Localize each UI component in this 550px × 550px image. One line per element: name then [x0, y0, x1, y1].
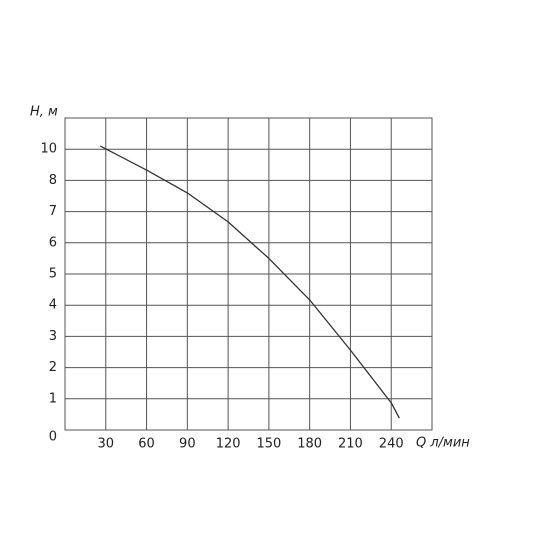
x-tick-label: 240: [379, 437, 404, 452]
y-tick-label: 10: [40, 142, 57, 157]
y-tick-label: 1: [49, 391, 57, 406]
x-tick-label: 180: [297, 437, 322, 452]
x-tick-label: 30: [98, 437, 115, 452]
y-tick-label: 4: [49, 298, 57, 313]
y-tick-label: 0: [49, 430, 57, 445]
y-tick-label: 5: [49, 267, 57, 282]
y-tick-label: 3: [49, 329, 57, 344]
x-tick-label: 90: [179, 437, 196, 452]
x-tick-label: 150: [256, 437, 281, 452]
y-tick-label: 8: [49, 173, 57, 188]
curve: [100, 145, 400, 419]
x-tick-label: 120: [216, 437, 241, 452]
x-tick-label: 60: [138, 437, 155, 452]
y-tick-label: 2: [49, 360, 57, 375]
y-axis-title: H, м: [30, 105, 58, 120]
x-tick-label: 210: [338, 437, 363, 452]
y-tick-label: 6: [49, 235, 57, 250]
x-axis-title: Q л/мин: [416, 436, 470, 451]
y-tick-label: 7: [49, 204, 57, 219]
